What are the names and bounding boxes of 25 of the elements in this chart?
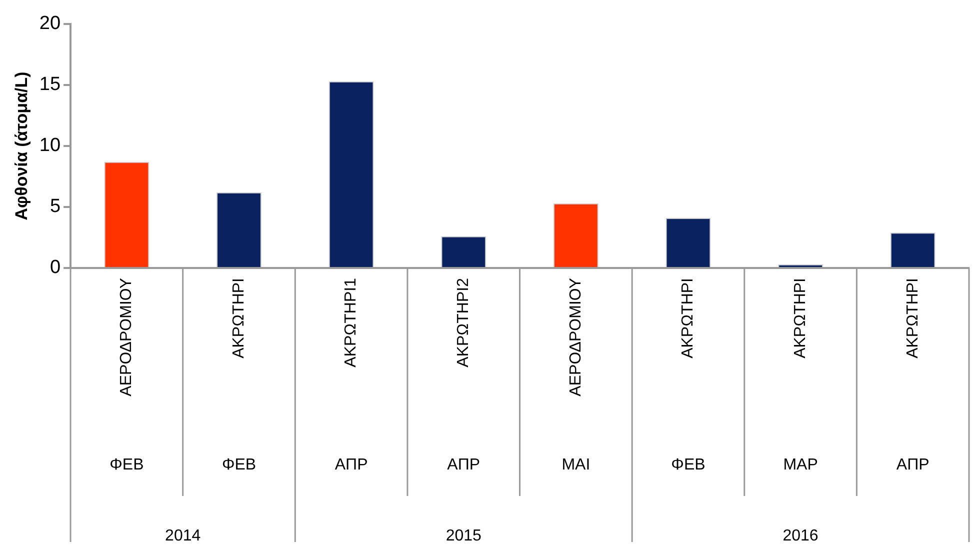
- text: ΦΕΒ: [110, 456, 144, 474]
- x-tick-label: ΑΚΡΩΤΗΡΙ2: [455, 278, 472, 368]
- y-axis-title: Αφθονία (άτομα/L): [12, 72, 31, 220]
- x-tick-label: ΑΚΡΩΤΗΡΙ: [904, 278, 922, 358]
- text: 2016: [782, 527, 818, 544]
- text: ΑΠΡ: [447, 456, 480, 474]
- x-tick-label: ΑΚΡΩΤΗΡΙ1: [342, 278, 360, 368]
- x-tick-label: ΑΕΡΟΔΡΟΜΙΟΥ: [567, 278, 584, 396]
- x-tick-label: ΑΕΡΟΔΡΟΜΙΟΥ: [118, 278, 136, 396]
- text: 2015: [446, 527, 482, 544]
- x-tick-label: ΑΚΡΩΤΗΡΙ: [792, 278, 809, 358]
- text: ΦΕΒ: [671, 456, 706, 474]
- y-tick-label: 0: [50, 257, 61, 278]
- text: 2014: [165, 527, 201, 544]
- x-tick-label: ΑΚΡΩΤΗΡΙ: [680, 278, 697, 358]
- x-tick-label: ΑΚΡΩΤΗΡΙ: [230, 278, 248, 358]
- text: ΜΑΙ: [562, 456, 590, 474]
- text: ΑΠΡ: [334, 456, 368, 474]
- y-tick-label: 15: [39, 74, 61, 96]
- text: ΜΑΡ: [783, 456, 818, 474]
- text: ΑΠΡ: [896, 456, 930, 474]
- y-tick-label: 5: [50, 196, 61, 218]
- y-tick-label: 20: [39, 13, 61, 34]
- y-tick-label: 10: [39, 135, 61, 156]
- text: ΦΕΒ: [222, 456, 256, 474]
